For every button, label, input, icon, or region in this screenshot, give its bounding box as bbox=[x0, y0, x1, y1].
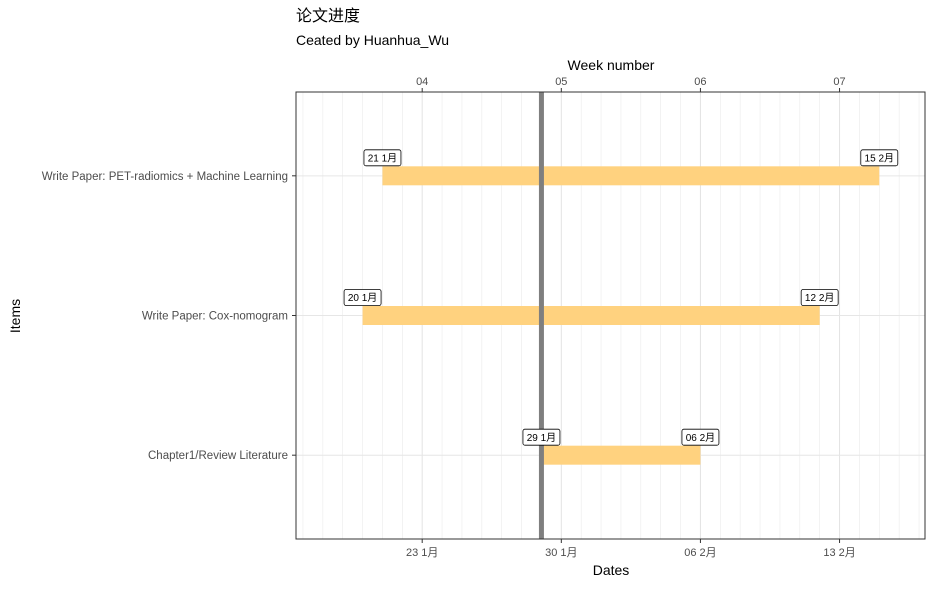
plot-area: 21 1月 15 2月 20 1月 12 2月 29 1月 06 2月 23 1月 30 1月… bbox=[42, 76, 926, 559]
x-axis-title: Dates bbox=[593, 562, 630, 578]
task-bar bbox=[382, 166, 880, 186]
x-tick-label: 06 2月 bbox=[684, 547, 716, 559]
task-label: Chapter1/Review Literature bbox=[148, 450, 288, 462]
task-label: Write Paper: Cox-nomogram bbox=[142, 311, 288, 323]
task-bar bbox=[362, 306, 820, 325]
date-label: 20 1月 bbox=[348, 292, 377, 304]
date-label-box bbox=[860, 149, 899, 167]
top-tick-label: 07 bbox=[833, 76, 845, 88]
top-tick-label: 06 bbox=[694, 76, 706, 88]
task-bar bbox=[541, 445, 701, 465]
y-axis-title: Items bbox=[7, 299, 23, 333]
date-label-box bbox=[522, 428, 561, 446]
date-label-box bbox=[681, 428, 720, 446]
date-label: 21 1月 bbox=[368, 152, 397, 164]
x-tick-label: 23 1月 bbox=[406, 547, 438, 559]
x-tick-label: 30 1月 bbox=[545, 547, 577, 559]
date-label: 12 2月 bbox=[805, 292, 834, 304]
top-axis-title: Week number bbox=[568, 57, 655, 73]
date-label: 29 1月 bbox=[527, 432, 556, 444]
date-label-box bbox=[363, 149, 402, 167]
date-label: 15 2月 bbox=[865, 152, 894, 164]
date-label-box bbox=[800, 289, 839, 306]
x-tick-label: 13 2月 bbox=[823, 547, 855, 559]
top-tick-label: 04 bbox=[416, 76, 428, 88]
chart-subtitle: Ceated by Huanhua_Wu bbox=[296, 32, 449, 48]
date-label-box bbox=[343, 289, 382, 306]
chart-title: 论文进度 bbox=[296, 6, 360, 25]
date-label: 06 2月 bbox=[686, 432, 715, 444]
task-label: Write Paper: PET-radiomics + Machine Lea… bbox=[42, 171, 288, 183]
top-tick-label: 05 bbox=[555, 76, 567, 88]
